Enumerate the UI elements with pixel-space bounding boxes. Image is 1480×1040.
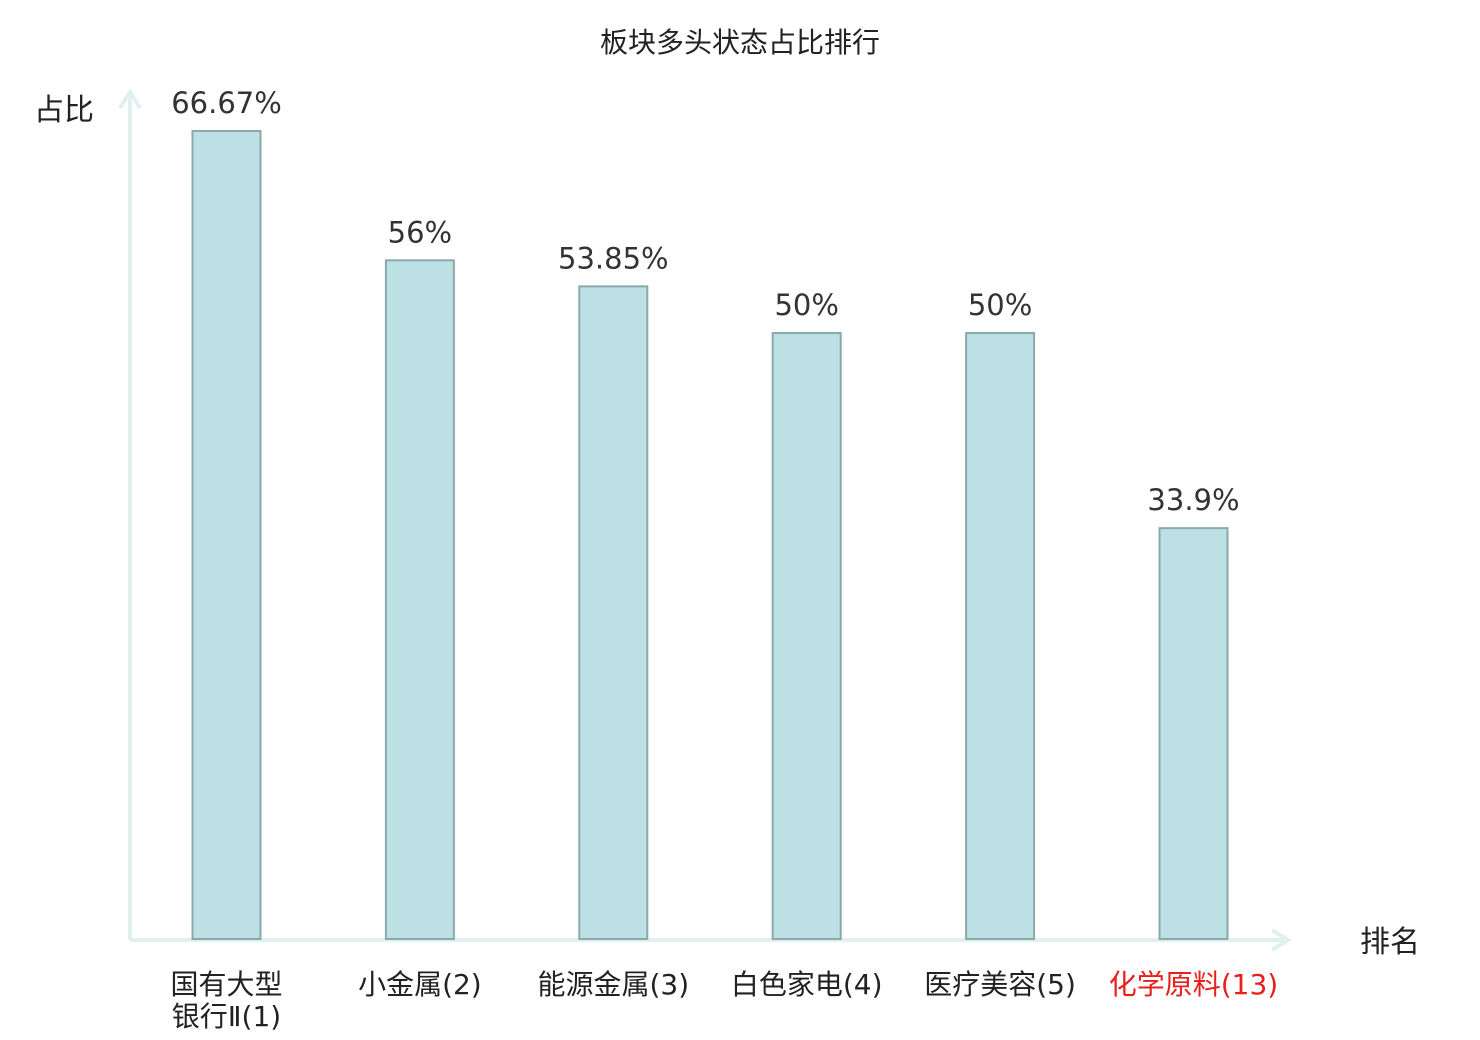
x-axis <box>130 928 1292 952</box>
category-tick-label: 能源金属(3) <box>537 968 689 1001</box>
chart-title: 板块多头状态占比排行 <box>600 26 880 59</box>
bars-group <box>191 130 1229 941</box>
bar <box>191 130 262 940</box>
category-tick-label: 化学原料(13) <box>1109 968 1278 1001</box>
bar <box>384 259 455 940</box>
y-axis-arrow-icon <box>118 88 142 110</box>
bar-value-label: 53.85% <box>558 241 669 275</box>
bar <box>1158 527 1229 940</box>
bar-value-label: 33.9% <box>1147 483 1239 517</box>
bar <box>771 332 842 941</box>
bar <box>965 332 1036 941</box>
category-tick-label: 银行Ⅱ(1) <box>172 1000 281 1033</box>
bar-value-label: 56% <box>388 215 452 249</box>
category-tick-label: 白色家电(4) <box>731 968 883 1001</box>
bar <box>578 285 649 941</box>
x-axis-label: 排名 <box>1360 925 1420 960</box>
bar-value-label: 50% <box>774 288 838 322</box>
value-labels-group: 66.67% 56% 53.85% 50% 50% 33.9% <box>171 86 1239 517</box>
category-tick-label: 国有大型 <box>170 968 282 1001</box>
x-axis-arrow-icon <box>1270 928 1292 952</box>
y-axis-label: 占比 <box>34 93 94 128</box>
category-tick-label: 小金属(2) <box>358 968 482 1001</box>
category-tick-label: 医疗美容(5) <box>924 968 1076 1001</box>
bar-value-label: 66.67% <box>171 86 282 120</box>
bar-value-label: 50% <box>968 288 1032 322</box>
y-axis <box>118 88 142 940</box>
